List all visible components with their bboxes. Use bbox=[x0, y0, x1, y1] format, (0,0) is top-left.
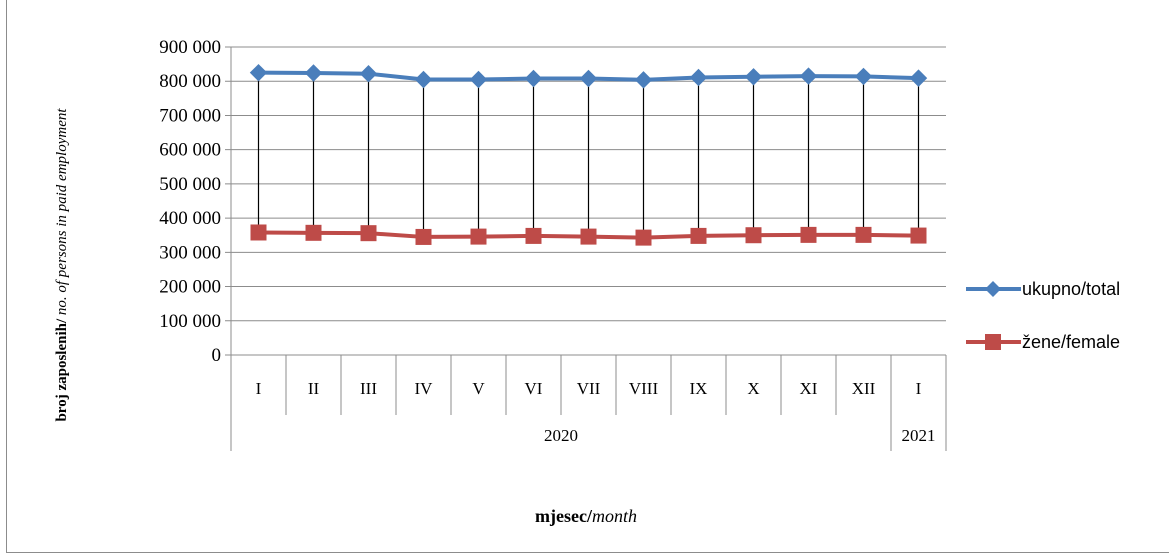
y-tick-label: 600 000 bbox=[159, 140, 221, 161]
chart-frame bbox=[6, 0, 1169, 553]
data-point bbox=[635, 229, 652, 246]
data-point bbox=[689, 68, 708, 87]
series-group bbox=[249, 63, 928, 246]
data-point bbox=[469, 70, 488, 89]
x-axis-title-bold: mjesec/ bbox=[535, 506, 593, 526]
x-tick-label: IV bbox=[415, 379, 434, 398]
y-tick-labels: 0 100 000 200 000 300 000 400 000 500 000 600 … bbox=[159, 37, 221, 366]
x-axis-title: mjesec/month bbox=[535, 506, 637, 526]
x-tick-label: V bbox=[472, 379, 485, 398]
data-point bbox=[305, 224, 322, 241]
data-point bbox=[909, 69, 928, 87]
legend-label: žene/female bbox=[1022, 332, 1120, 352]
y-tick-label: 300 000 bbox=[159, 242, 221, 263]
y-tick-label: 500 000 bbox=[159, 174, 221, 195]
axes bbox=[230, 47, 947, 451]
data-point bbox=[580, 228, 597, 245]
y-tick-label: 900 000 bbox=[159, 37, 221, 58]
y-tick-label: 400 000 bbox=[159, 208, 221, 229]
data-point bbox=[304, 64, 323, 82]
x-tick-label: VII bbox=[577, 379, 601, 398]
data-point bbox=[579, 69, 598, 88]
data-point bbox=[855, 226, 872, 243]
drop-lines bbox=[257, 72, 920, 238]
y-tick-label: 0 bbox=[212, 345, 222, 366]
year-label: 2021 bbox=[902, 426, 936, 445]
y-axis-title: broj zaposlenih/ no. of persons in paid … bbox=[54, 108, 70, 422]
gridlines bbox=[225, 46, 946, 356]
data-point bbox=[524, 69, 543, 88]
y-tick-label: 100 000 bbox=[159, 311, 221, 332]
data-point bbox=[360, 225, 377, 242]
data-point bbox=[250, 224, 267, 241]
data-point bbox=[799, 67, 818, 85]
x-tick-label: X bbox=[747, 379, 759, 398]
x-axis-title-italic: month bbox=[592, 506, 637, 526]
data-point bbox=[359, 64, 378, 83]
data-point bbox=[745, 227, 762, 244]
y-tick-label: 700 000 bbox=[159, 105, 221, 126]
x-tick-label: II bbox=[308, 379, 320, 398]
data-point bbox=[249, 63, 268, 82]
y-tick-label: 800 000 bbox=[159, 71, 221, 92]
y-axis-title-bold: broj zaposlenih/ bbox=[54, 318, 70, 421]
x-tick-label: XI bbox=[800, 379, 818, 398]
x-tick-label: VIII bbox=[629, 379, 659, 398]
data-point bbox=[414, 70, 433, 89]
legend-label: ukupno/total bbox=[1022, 279, 1120, 299]
x-tick-label: III bbox=[360, 379, 377, 398]
y-tick-label: 200 000 bbox=[159, 277, 221, 298]
x-tick-label: XII bbox=[852, 379, 876, 398]
year-label: 2020 bbox=[544, 426, 578, 445]
x-tick-label: I bbox=[256, 379, 262, 398]
legend: ukupno/total žene/female bbox=[966, 279, 1120, 352]
data-point bbox=[525, 227, 542, 244]
data-point bbox=[854, 67, 873, 86]
x-tick-label: IX bbox=[690, 379, 708, 398]
x-tick-label: I bbox=[916, 379, 922, 398]
y-axis-title-italic: no. of persons in paid employment bbox=[54, 108, 70, 319]
data-point bbox=[690, 227, 707, 244]
legend-marker bbox=[985, 334, 1001, 350]
data-point bbox=[744, 68, 763, 86]
data-point bbox=[470, 228, 487, 245]
legend-marker bbox=[985, 281, 1001, 297]
data-point bbox=[634, 71, 653, 89]
data-point bbox=[910, 227, 927, 244]
x-tick-label: VI bbox=[525, 379, 543, 398]
data-point bbox=[415, 228, 432, 245]
data-point bbox=[800, 226, 817, 243]
